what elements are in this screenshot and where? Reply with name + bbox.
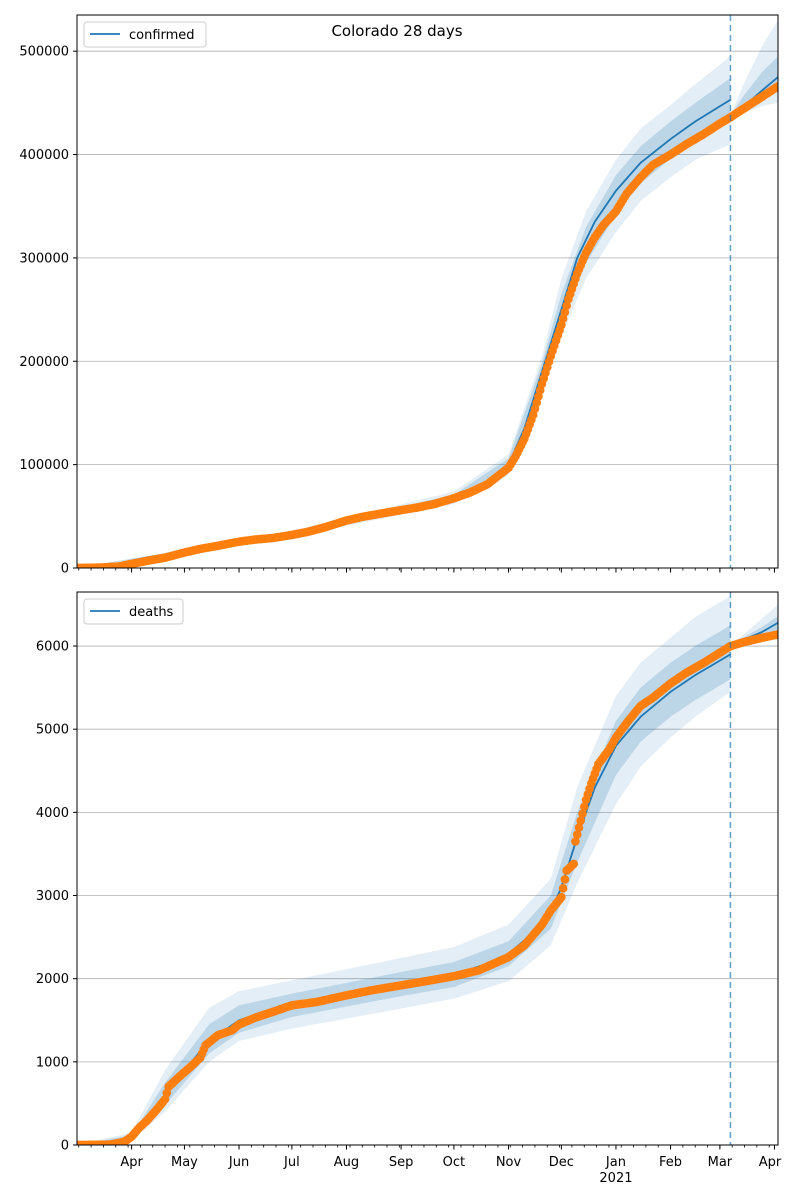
deaths-x-tick-label: Nov — [496, 1155, 522, 1170]
confirmed-y-tick-label: 400000 — [19, 148, 69, 163]
confirmed-legend: confirmed — [83, 21, 207, 48]
confirmed-y-tick-label: 200000 — [19, 355, 69, 370]
deaths-x-tick-label: Dec — [549, 1155, 574, 1170]
deaths-observed-point — [569, 859, 578, 869]
deaths-observed-point — [557, 892, 566, 902]
confirmed-y-tick-label: 500000 — [19, 45, 69, 60]
deaths-y-tick-label: 6000 — [36, 640, 69, 655]
confirmed-plot-frame — [76, 14, 779, 569]
deaths-observed-point — [572, 830, 582, 839]
deaths-y-axis: 0 1000 2000 3000 4000 5000 6000 — [36, 640, 77, 1154]
deaths-x-axis: Apr May Jun Jul Aug Sep Oct Nov Dec Jan Feb Mar Apr 2… — [78, 1145, 782, 1186]
deaths-observed-point — [560, 875, 570, 884]
confirmed-legend-box — [83, 21, 207, 48]
confirmed-y-axis: 0 100000 200000 300000 400000 500000 — [19, 45, 77, 577]
confirmed-observed-point — [560, 307, 570, 317]
deaths-gridlines — [77, 645, 778, 1063]
deaths-observed-point — [558, 884, 568, 893]
deaths-panel: 0 1000 2000 3000 4000 5000 6000 Apr May Jun Jul Au… — [36, 591, 782, 1186]
deaths-observed-points — [77, 630, 778, 1145]
confirmed-observed-point — [557, 320, 566, 330]
deaths-x-tick-label: May — [171, 1155, 198, 1170]
deaths-observed-point — [571, 837, 580, 846]
deaths-observed-point — [578, 809, 587, 819]
deaths-y-tick-label: 3000 — [36, 889, 69, 904]
deaths-legend: deaths — [83, 598, 184, 625]
deaths-y-tick-label: 1000 — [36, 1055, 69, 1070]
deaths-y-tick-label: 2000 — [36, 972, 69, 987]
deaths-y-tick-label: 0 — [61, 1139, 69, 1154]
confirmed-legend-label: confirmed — [129, 28, 195, 43]
confirmed-band — [77, 78, 731, 568]
deaths-x-tick-label: Oct — [443, 1155, 465, 1170]
deaths-x-tick-label: Jan — [605, 1155, 626, 1170]
deaths-x-tick-label: Jun — [228, 1155, 249, 1170]
deaths-band — [77, 625, 731, 1145]
deaths-observed-point — [773, 630, 778, 639]
confirmed-gridlines — [77, 50, 778, 466]
deaths-x-year-label: 2021 — [599, 1171, 632, 1186]
deaths-observed-point — [579, 802, 589, 812]
deaths-plot-frame — [76, 591, 779, 1146]
confirmed-y-tick-label: 300000 — [19, 251, 69, 266]
deaths-band — [77, 596, 731, 1145]
deaths-forecast-band — [730, 616, 778, 645]
confirmed-observed-point — [562, 301, 571, 311]
confirmed-forecast-band — [730, 56, 778, 116]
confirmed-observed-point — [558, 314, 568, 323]
confirmed-observed-points — [77, 82, 778, 568]
deaths-y-tick-label: 4000 — [36, 806, 69, 821]
deaths-legend-label: deaths — [129, 605, 174, 620]
deaths-x-tick-label: Mar — [708, 1155, 733, 1170]
deaths-x-tick-label: Aug — [334, 1155, 359, 1170]
confirmed-panel: 0 100000 200000 300000 400000 500000 Colorado… — [19, 14, 779, 577]
deaths-legend-box — [83, 598, 184, 625]
confirmed-y-tick-label: 0 — [61, 562, 69, 577]
deaths-x-tick-label: Sep — [389, 1155, 414, 1170]
deaths-x-tick-label: Apr — [759, 1155, 782, 1170]
confirmed-y-tick-label: 100000 — [19, 458, 69, 473]
deaths-x-tick-label: Feb — [659, 1155, 682, 1170]
deaths-x-tick-label: Apr — [120, 1155, 143, 1170]
deaths-y-tick-label: 5000 — [36, 723, 69, 738]
chart-title: Colorado 28 days — [331, 22, 462, 40]
deaths-x-tick-label: Jul — [283, 1155, 300, 1170]
confirmed-observed-point — [773, 82, 778, 91]
deaths-observed-point — [574, 823, 584, 832]
deaths-observed-point — [576, 816, 586, 825]
